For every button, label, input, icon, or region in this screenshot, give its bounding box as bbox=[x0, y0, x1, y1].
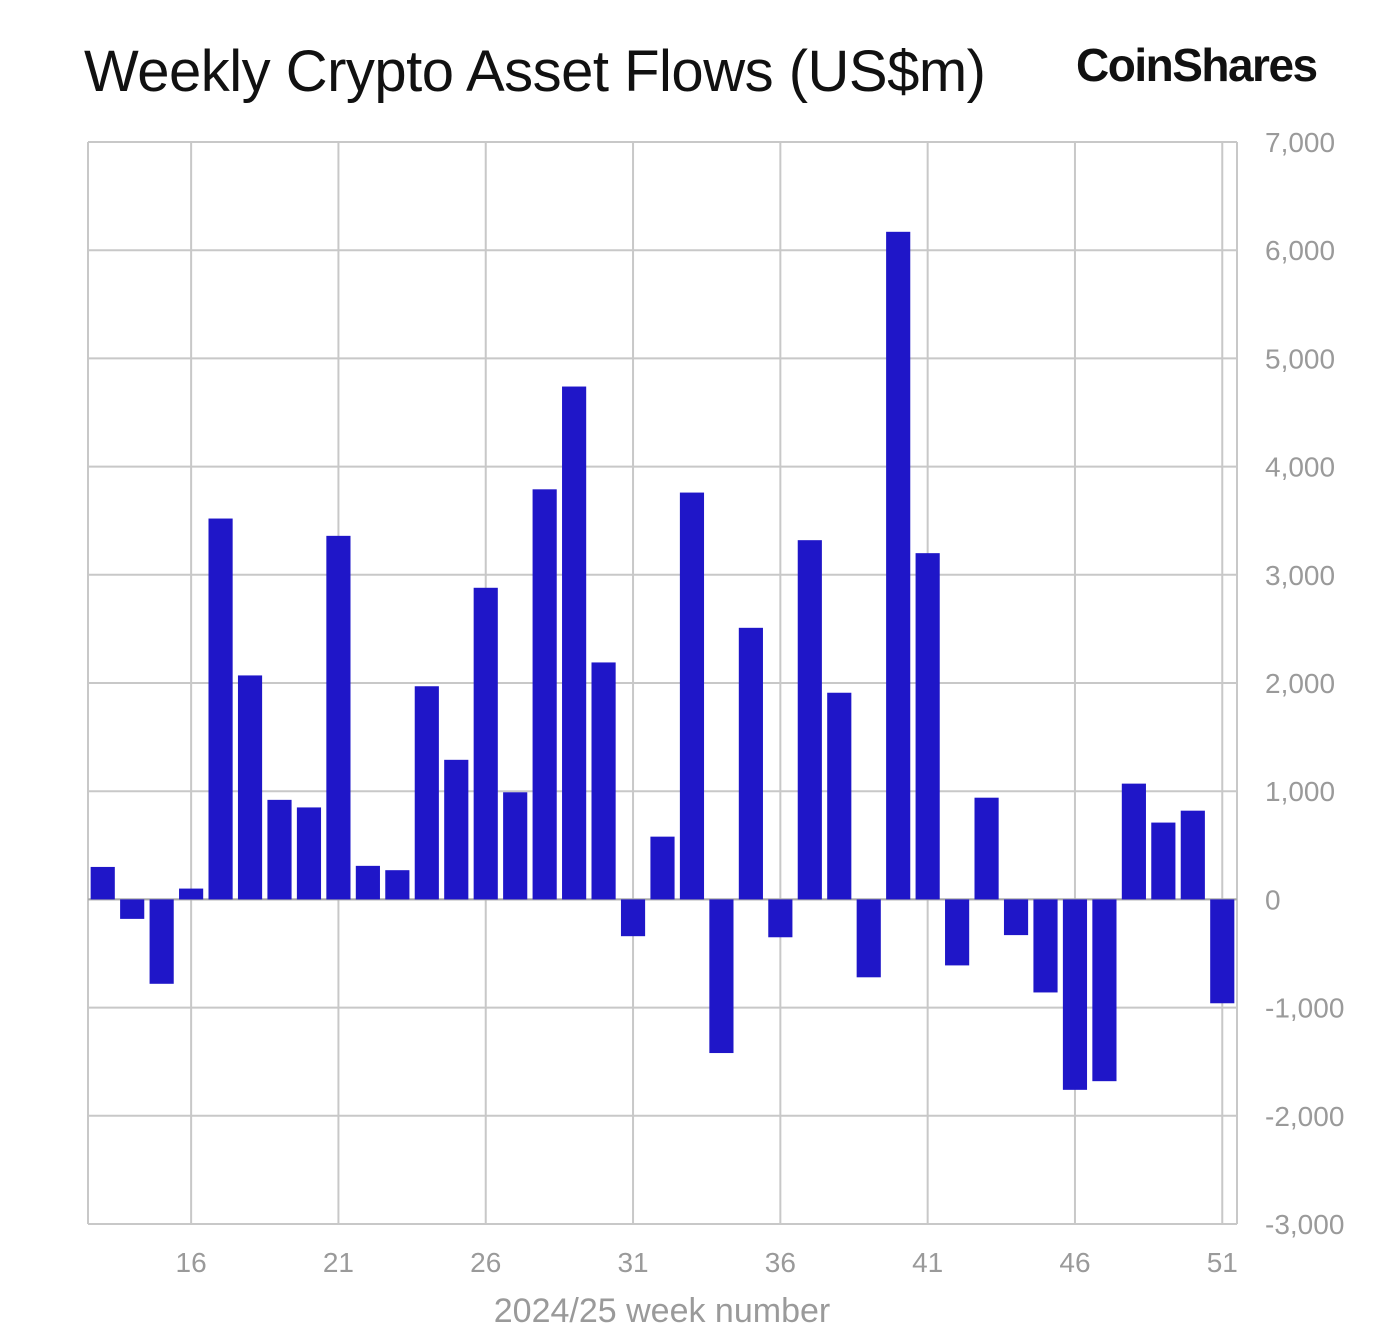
bar-week-34 bbox=[709, 899, 734, 1054]
bar-week-13 bbox=[90, 866, 115, 900]
bar-week-41 bbox=[915, 553, 940, 900]
x-tick-label: 36 bbox=[765, 1247, 796, 1278]
bar-week-32 bbox=[650, 836, 675, 900]
y-tick-label: 4,000 bbox=[1265, 452, 1335, 483]
bar-week-15 bbox=[149, 899, 174, 984]
bar-week-37 bbox=[797, 540, 822, 900]
bar-week-23 bbox=[385, 870, 410, 900]
bar-week-40 bbox=[886, 231, 911, 900]
bar-week-20 bbox=[296, 807, 322, 900]
bar-week-45 bbox=[1033, 899, 1058, 993]
bar-week-35 bbox=[738, 627, 763, 900]
x-tick-label: 21 bbox=[323, 1247, 354, 1278]
y-tick-label: 1,000 bbox=[1265, 776, 1335, 807]
bar-week-17 bbox=[208, 518, 233, 900]
y-tick-label: -2,000 bbox=[1265, 1101, 1344, 1132]
bar-week-33 bbox=[679, 492, 705, 900]
bar-week-48 bbox=[1121, 783, 1146, 900]
bar-week-28 bbox=[532, 489, 557, 900]
x-axis-label: 2024/25 week number bbox=[494, 1292, 830, 1330]
bar-week-39 bbox=[856, 899, 881, 978]
x-tick-label: 16 bbox=[176, 1247, 207, 1278]
brand-logo: CoinShares bbox=[1076, 39, 1318, 91]
bar-week-26 bbox=[473, 587, 498, 900]
chart-title: Weekly Crypto Asset Flows (US$m) bbox=[84, 39, 986, 104]
bar-week-38 bbox=[827, 692, 852, 900]
y-tick-label: 6,000 bbox=[1265, 235, 1335, 266]
x-tick-label: 31 bbox=[617, 1247, 648, 1278]
bar-week-24 bbox=[414, 686, 439, 900]
bar-week-16 bbox=[179, 888, 204, 900]
bar-week-47 bbox=[1092, 899, 1117, 1082]
bar-week-21 bbox=[326, 535, 351, 900]
bar-week-30 bbox=[591, 662, 616, 900]
bar-week-42 bbox=[945, 899, 970, 966]
x-tick-label: 46 bbox=[1059, 1247, 1090, 1278]
bar-week-27 bbox=[503, 792, 528, 900]
bar-week-43 bbox=[974, 797, 999, 900]
x-tick-label: 51 bbox=[1207, 1247, 1238, 1278]
y-tick-label: 2,000 bbox=[1265, 668, 1335, 699]
bar-week-22 bbox=[355, 865, 380, 900]
x-axis-tick-labels: 16 21 26 31 36 41 46 51 bbox=[176, 1247, 1238, 1278]
y-tick-label: 0 bbox=[1265, 884, 1281, 915]
bar-week-44 bbox=[1003, 899, 1029, 936]
x-tick-label: 41 bbox=[912, 1247, 943, 1278]
bar-week-19 bbox=[267, 799, 292, 900]
bar-week-36 bbox=[768, 899, 793, 938]
bars bbox=[90, 231, 1235, 1090]
bar-week-51 bbox=[1210, 899, 1235, 1004]
bar-week-18 bbox=[237, 675, 263, 900]
bar-week-29 bbox=[562, 386, 587, 900]
y-axis-tick-labels: 7,000 6,000 5,000 4,000 3,000 2,000 1,000 0 -1,0… bbox=[1265, 127, 1344, 1240]
y-tick-label: -1,000 bbox=[1265, 993, 1344, 1024]
y-tick-label: 3,000 bbox=[1265, 560, 1335, 591]
x-tick-label: 26 bbox=[470, 1247, 501, 1278]
bar-week-14 bbox=[120, 899, 145, 919]
bar-week-46 bbox=[1062, 899, 1088, 1090]
bar-week-49 bbox=[1151, 822, 1176, 900]
bar-week-25 bbox=[444, 759, 469, 900]
y-tick-label: 7,000 bbox=[1265, 127, 1335, 158]
y-tick-label: 5,000 bbox=[1265, 343, 1335, 374]
bar-week-31 bbox=[620, 899, 646, 937]
y-tick-label: -3,000 bbox=[1265, 1209, 1344, 1240]
bar-week-50 bbox=[1180, 810, 1205, 900]
